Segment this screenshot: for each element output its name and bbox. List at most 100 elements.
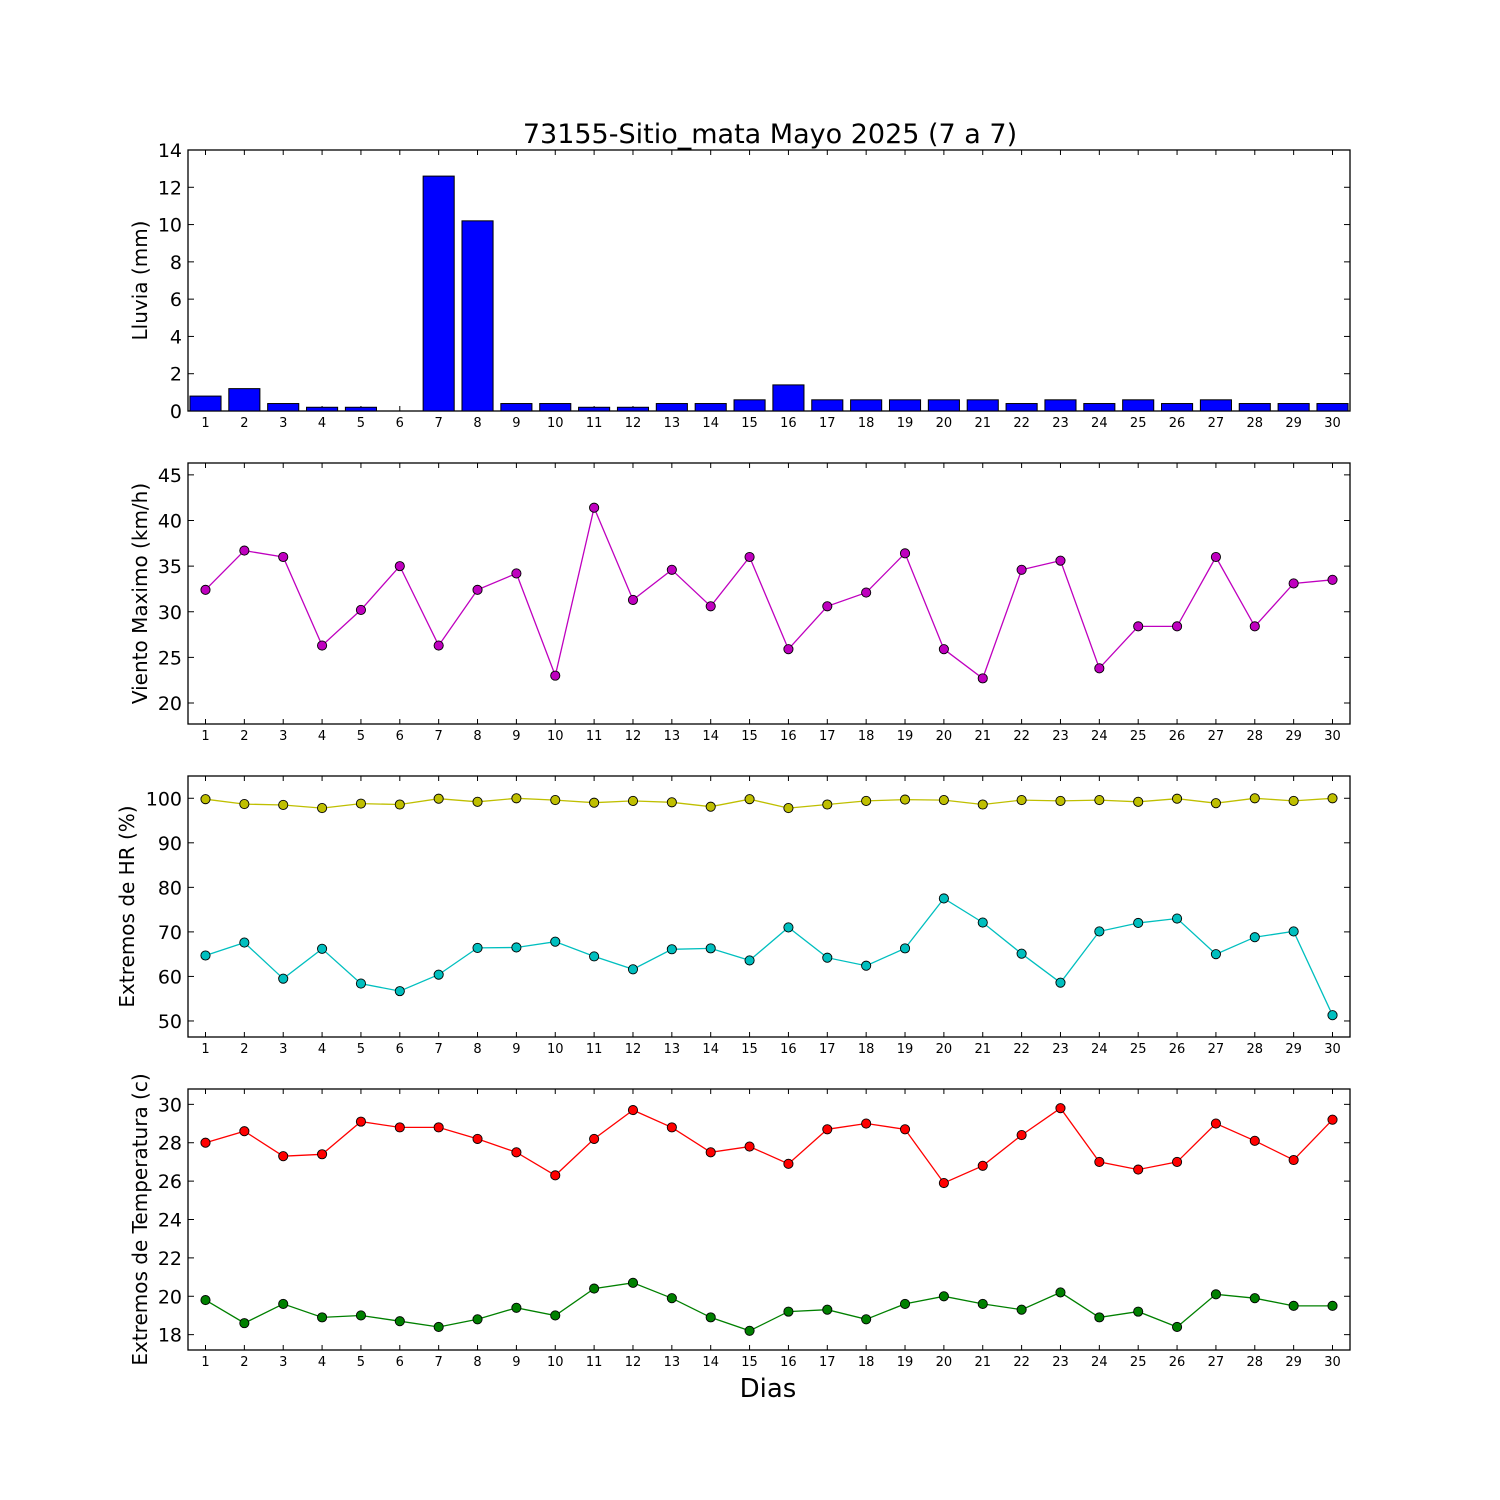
x-tick-label: 30 (1324, 729, 1341, 744)
rain-bar (811, 399, 844, 412)
data-point (200, 584, 211, 595)
data-point (938, 1291, 949, 1302)
data-point (1133, 1164, 1144, 1175)
data-point (1094, 663, 1105, 674)
rain-bar (772, 384, 805, 412)
x-tick-label: 6 (396, 1042, 404, 1057)
x-tick-label: 23 (1052, 416, 1069, 431)
data-point (550, 1170, 561, 1181)
x-tick-label: 26 (1169, 1042, 1186, 1057)
data-point (1133, 796, 1144, 807)
rain-bar (189, 395, 222, 412)
x-tick-label: 11 (586, 416, 603, 431)
rain-bar (461, 220, 494, 412)
rain-bar (888, 399, 922, 412)
data-point (200, 950, 211, 961)
data-point (1288, 795, 1299, 806)
data-point (511, 568, 522, 579)
data-point (200, 794, 211, 805)
chart-title: 73155-Sitio_mata Mayo 2025 (7 a 7) (523, 119, 1017, 150)
x-tick-label: 3 (279, 416, 287, 431)
x-tick-label: 9 (512, 416, 520, 431)
data-point (1288, 1154, 1299, 1166)
x-tick-label: 21 (974, 729, 991, 744)
data-point (278, 1298, 289, 1309)
x-tick-label: 17 (819, 1355, 836, 1370)
data-point (666, 797, 677, 808)
x-tick-label: 17 (819, 416, 836, 431)
data-point (1094, 1156, 1105, 1167)
data-point (433, 969, 444, 980)
x-tick-label: 30 (1324, 416, 1341, 431)
x-tick-label: 8 (473, 729, 481, 744)
data-point (1327, 1114, 1338, 1125)
data-point (1016, 948, 1027, 959)
y-tick-label: 12 (158, 177, 182, 199)
y-tick-label: 0 (170, 401, 182, 423)
y-tick-label: 22 (158, 1248, 182, 1270)
y-tick-label: 24 (158, 1210, 182, 1232)
y-tick-label: 30 (158, 602, 182, 624)
data-point (1055, 795, 1066, 806)
data-point (278, 973, 289, 984)
data-point (938, 1177, 949, 1189)
data-point (200, 1137, 211, 1148)
x-tick-label: 13 (664, 729, 681, 744)
data-point (239, 937, 250, 948)
x-tick-label: 4 (318, 729, 326, 744)
data-point (239, 1126, 250, 1137)
x-tick-label: 25 (1130, 1042, 1147, 1057)
data-point (822, 799, 833, 810)
data-point (1327, 574, 1338, 585)
x-tick-label: 14 (702, 416, 719, 431)
x-tick-label: 12 (625, 729, 642, 744)
data-point (1094, 1312, 1105, 1323)
data-point (1249, 1293, 1260, 1304)
data-point (394, 561, 405, 572)
rain-bar (344, 406, 377, 412)
data-point (317, 803, 328, 814)
data-point (938, 795, 949, 806)
x-tick-label: 11 (586, 1042, 603, 1057)
y-tick-label: 8 (170, 252, 182, 274)
y-tick-label: 18 (158, 1325, 182, 1347)
x-tick-label: 7 (435, 1042, 443, 1057)
data-point (938, 644, 949, 655)
x-tick-label: 13 (664, 1042, 681, 1057)
data-point (355, 978, 366, 989)
x-tick-label: 19 (897, 416, 914, 431)
y-tick-label: 28 (158, 1133, 182, 1155)
data-point (1249, 621, 1260, 632)
plot-frame (187, 462, 1351, 725)
x-tick-label: 2 (240, 416, 248, 431)
y-tick-label: 20 (158, 693, 182, 715)
data-point (861, 587, 872, 598)
rain-bar (306, 406, 339, 412)
data-point (977, 1160, 988, 1171)
x-tick-label: 10 (547, 1355, 564, 1370)
x-tick-label: 5 (357, 1355, 365, 1370)
x-tick-label: 12 (625, 1355, 642, 1370)
y-axis-label: Extremos de HR (%) (115, 805, 139, 1007)
y-axis-label: Extremos de Temperatura (c) (128, 1073, 152, 1365)
data-point (705, 801, 716, 812)
rain-bar (500, 403, 533, 412)
data-point (1210, 1289, 1221, 1300)
data-point (317, 943, 328, 954)
x-tick-label: 4 (318, 416, 326, 431)
data-point (317, 1312, 328, 1323)
rain-bar (1005, 403, 1038, 412)
x-tick-label: 25 (1130, 1355, 1147, 1370)
data-point (861, 960, 872, 971)
data-point (861, 1118, 872, 1129)
x-tick-label: 30 (1324, 1355, 1341, 1370)
data-point (1327, 793, 1338, 804)
x-tick-label: 6 (396, 416, 404, 431)
data-point (1133, 917, 1144, 929)
x-tick-label: 22 (1013, 416, 1030, 431)
x-tick-label: 28 (1247, 729, 1264, 744)
data-point (1016, 1304, 1027, 1315)
rain-bar (850, 399, 883, 412)
